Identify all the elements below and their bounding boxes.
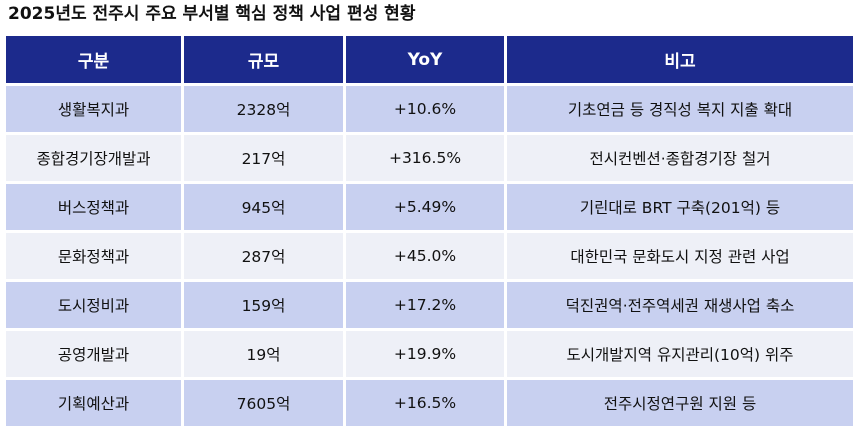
table-row: 문화정책과 287억 +45.0% 대한민국 문화도시 지정 관련 사업 bbox=[6, 233, 853, 279]
table-row: 종합경기장개발과 217억 +316.5% 전시컨벤션·종합경기장 철거 bbox=[6, 135, 853, 181]
table-cell: +17.2% bbox=[346, 282, 504, 328]
table: 구분 규모 YoY 비고 생활복지과 2328억 +10.6% 기초연금 등 경직성 복지 … bbox=[3, 33, 856, 429]
header-cell: 비고 bbox=[507, 36, 853, 83]
table-cell: +316.5% bbox=[346, 135, 504, 181]
table-cell: 945억 bbox=[184, 184, 343, 230]
table-cell: 버스정책과 bbox=[6, 184, 181, 230]
table-cell: 대한민국 문화도시 지정 관련 사업 bbox=[507, 233, 853, 279]
table-cell: 7605억 bbox=[184, 380, 343, 426]
table-cell: 287억 bbox=[184, 233, 343, 279]
table-cell: 문화정책과 bbox=[6, 233, 181, 279]
table-cell: +16.5% bbox=[346, 380, 504, 426]
table-cell: 기획예산과 bbox=[6, 380, 181, 426]
title: 2025년도 전주시 주요 부서별 핵심 정책 사업 편성 현황 bbox=[8, 4, 416, 24]
table-cell: 공영개발과 bbox=[6, 331, 181, 377]
table-cell: +19.9% bbox=[346, 331, 504, 377]
table-cell: 덕진권역·전주역세권 재생사업 축소 bbox=[507, 282, 853, 328]
header-cell: 규모 bbox=[184, 36, 343, 83]
table-cell: +45.0% bbox=[346, 233, 504, 279]
table-row: 기획예산과 7605억 +16.5% 전주시정연구원 지원 등 bbox=[6, 380, 853, 426]
table-cell: 217억 bbox=[184, 135, 343, 181]
table-cell: 도시정비과 bbox=[6, 282, 181, 328]
table-cell: 기린대로 BRT 구축(201억) 등 bbox=[507, 184, 853, 230]
header-cell: 구분 bbox=[6, 36, 181, 83]
header-cell: YoY bbox=[346, 36, 504, 83]
table-cell: 2328억 bbox=[184, 86, 343, 132]
table-cell: +10.6% bbox=[346, 86, 504, 132]
table-cell: 생활복지과 bbox=[6, 86, 181, 132]
table-cell: 기초연금 등 경직성 복지 지출 확대 bbox=[507, 86, 853, 132]
table-body: 생활복지과 2328억 +10.6% 기초연금 등 경직성 복지 지출 확대 종합경기장… bbox=[6, 86, 853, 426]
header-row: 구분 규모 YoY 비고 bbox=[6, 36, 853, 83]
table-row: 도시정비과 159억 +17.2% 덕진권역·전주역세권 재생사업 축소 bbox=[6, 282, 853, 328]
table-cell: 전시컨벤션·종합경기장 철거 bbox=[507, 135, 853, 181]
table-row: 공영개발과 19억 +19.9% 도시개발지역 유지관리(10억) 위주 bbox=[6, 331, 853, 377]
table-cell: 종합경기장개발과 bbox=[6, 135, 181, 181]
table-row: 버스정책과 945억 +5.49% 기린대로 BRT 구축(201억) 등 bbox=[6, 184, 853, 230]
table-row: 생활복지과 2328억 +10.6% 기초연금 등 경직성 복지 지출 확대 bbox=[6, 86, 853, 132]
table-cell: 도시개발지역 유지관리(10억) 위주 bbox=[507, 331, 853, 377]
table-cell: 전주시정연구원 지원 등 bbox=[507, 380, 853, 426]
table-cell: +5.49% bbox=[346, 184, 504, 230]
table-cell: 159억 bbox=[184, 282, 343, 328]
table-cell: 19억 bbox=[184, 331, 343, 377]
